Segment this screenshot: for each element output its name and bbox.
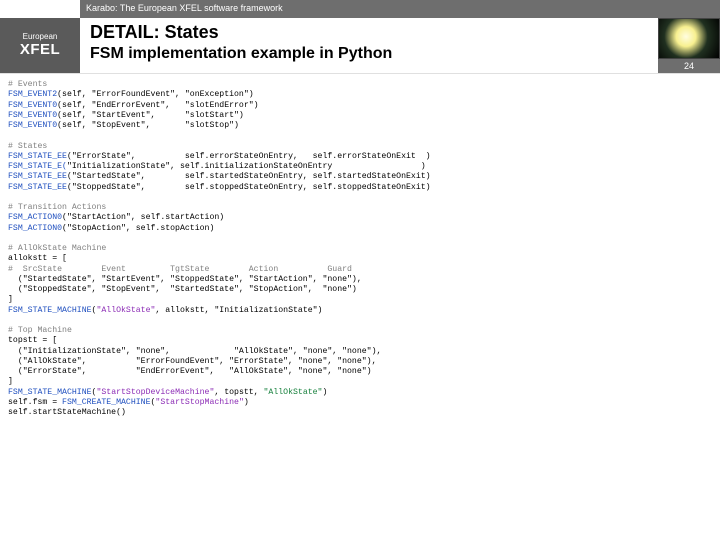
fn-call: FSM_STATE_EE (8, 172, 67, 181)
code-text: , topstt, (214, 388, 263, 397)
fn-call: FSM_STATE_E( (8, 162, 67, 171)
fn-call: FSM_STATE_EE (8, 183, 67, 192)
badge-image (658, 18, 720, 59)
code-text: ("StoppedState", "StopEvent", "StartedSt… (8, 285, 357, 294)
top-left-spacer (0, 0, 80, 18)
code-text: (self, "StopEvent", "slotStop") (57, 121, 239, 130)
framework-label: Karabo: The European XFEL software frame… (80, 0, 720, 18)
fn-call: FSM_EVENT2 (8, 90, 57, 99)
code-text: ("InitializationState", "none", "AllOkSt… (8, 347, 381, 356)
xfel-logo: European XFEL (0, 18, 80, 73)
code-text: "InitializationState", self.initializati… (67, 162, 426, 171)
code-text: (self, "StartEvent", "slotStart") (57, 111, 244, 120)
code-text: (self, "ErrorFoundEvent", "onException") (57, 90, 254, 99)
right-badge: 24 (658, 18, 720, 73)
code-text: allokstt = [ (8, 254, 67, 263)
code-text: self.startStateMachine() (8, 408, 126, 417)
comment: # Transition Actions (8, 203, 106, 212)
top-bar: Karabo: The European XFEL software frame… (0, 0, 720, 18)
code-text: ] (8, 295, 13, 304)
fn-call: FSM_STATE_MACHINE (8, 306, 92, 315)
code-text: ("AllOkState", "ErrorFoundEvent", "Error… (8, 357, 377, 366)
fn-call: FSM_STATE_MACHINE (8, 388, 92, 397)
fn-call: FSM_EVENT0 (8, 121, 57, 130)
comment: # States (8, 142, 47, 151)
fn-call: FSM_EVENT0 (8, 101, 57, 110)
comment: # Top Machine (8, 326, 72, 335)
header-row: European XFEL DETAIL: States FSM impleme… (0, 18, 720, 74)
str-special: "StartStopDeviceMachine" (96, 388, 214, 397)
code-text: ) (244, 398, 249, 407)
code-text: (self, "EndErrorEvent", "slotEndError") (57, 101, 258, 110)
code-text: , allokstt, "InitializationState") (155, 306, 322, 315)
fn-call: FSM_ACTION0 (8, 224, 62, 233)
code-block: # Events FSM_EVENT2(self, "ErrorFoundEve… (0, 74, 720, 426)
str-special: "AllOkState" (264, 388, 323, 397)
code-text: ) (322, 388, 327, 397)
str-special: "StartStopMachine" (155, 398, 243, 407)
comment: # Events (8, 80, 47, 89)
code-text: ("StartedState", self.startedStateOnEntr… (67, 172, 431, 181)
logo-line2: XFEL (20, 42, 60, 59)
code-text: ] (8, 377, 13, 386)
slide-number: 24 (658, 59, 720, 73)
code-text: ("ErrorState", self.errorStateOnEntry, s… (67, 152, 431, 161)
code-text: ("ErrorState", "EndErrorEvent", "AllOkSt… (8, 367, 372, 376)
comment: # SrcState Event TgtState Action Guard (8, 265, 352, 274)
fn-call: FSM_EVENT0 (8, 111, 57, 120)
comment: # AllOkState Machine (8, 244, 106, 253)
str-special: "AllOkState" (96, 306, 155, 315)
code-text: ("StoppedState", self.stoppedStateOnEntr… (67, 183, 431, 192)
code-text: topstt = [ (8, 336, 57, 345)
code-text: ("StopAction", self.stopAction) (62, 224, 214, 233)
fn-call: FSM_ACTION0 (8, 213, 62, 222)
title-main: DETAIL: States (90, 22, 648, 43)
fn-call: FSM_STATE_EE (8, 152, 67, 161)
fn-call: FSM_CREATE_MACHINE (62, 398, 150, 407)
code-text: ("StartAction", self.startAction) (62, 213, 224, 222)
title-sub: FSM implementation example in Python (90, 45, 648, 63)
code-text: ("StartedState", "StartEvent", "StoppedS… (8, 275, 362, 284)
title-box: DETAIL: States FSM implementation exampl… (80, 18, 658, 73)
code-text: self.fsm = (8, 398, 62, 407)
